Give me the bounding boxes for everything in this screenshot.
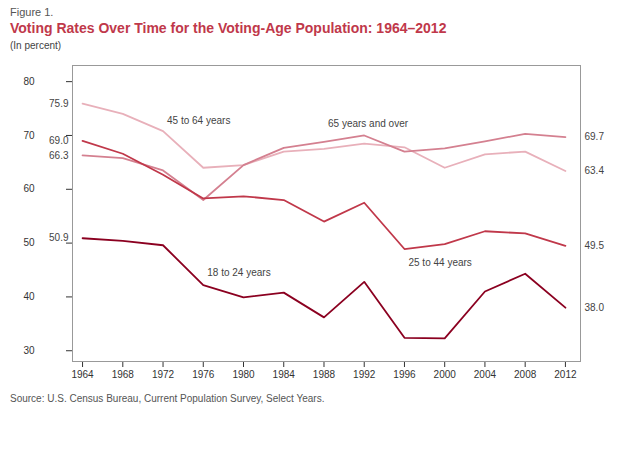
svg-text:1992: 1992 <box>353 369 376 380</box>
html-text:(In percent): (In percent) <box>10 40 62 51</box>
svg-text:2000: 2000 <box>434 369 457 380</box>
svg-text:1980: 1980 <box>232 369 255 380</box>
svg-text:38.0: 38.0 <box>585 302 605 313</box>
svg-text:69.7: 69.7 <box>585 131 605 142</box>
svg-text:25 to 44 years: 25 to 44 years <box>408 257 471 268</box>
svg-text:70: 70 <box>23 130 35 141</box>
svg-text:1968: 1968 <box>112 369 135 380</box>
html-text:Voting Rates Over Time for the: Voting Rates Over Time for the Voting-Ag… <box>10 20 447 36</box>
svg-text:66.3: 66.3 <box>49 150 69 161</box>
svg-text:63.4: 63.4 <box>585 165 605 176</box>
svg-text:2008: 2008 <box>514 369 537 380</box>
svg-text:1964: 1964 <box>71 369 94 380</box>
svg-text:80: 80 <box>23 76 35 87</box>
html-text:Source: U.S. Census Bureau, Cu: Source: U.S. Census Bureau, Current Popu… <box>10 393 325 404</box>
svg-text:60: 60 <box>23 183 35 194</box>
svg-text:1988: 1988 <box>313 369 336 380</box>
html-text:Figure 1.: Figure 1. <box>10 6 54 18</box>
svg-text:1984: 1984 <box>273 369 296 380</box>
svg-text:49.5: 49.5 <box>585 240 605 251</box>
svg-text:1996: 1996 <box>393 369 416 380</box>
svg-text:1976: 1976 <box>192 369 215 380</box>
svg-text:50: 50 <box>23 237 35 248</box>
svg-text:18 to 24 years: 18 to 24 years <box>207 267 270 278</box>
svg-text:2004: 2004 <box>474 369 497 380</box>
svg-text:69.0: 69.0 <box>49 135 69 146</box>
svg-text:45 to 64 years: 45 to 64 years <box>167 115 230 126</box>
svg-text:30: 30 <box>23 345 35 356</box>
svg-text:75.9: 75.9 <box>49 98 69 109</box>
svg-text:2012: 2012 <box>554 369 577 380</box>
svg-text:40: 40 <box>23 291 35 302</box>
svg-text:1972: 1972 <box>152 369 175 380</box>
svg-text:50.9: 50.9 <box>49 232 69 243</box>
svg-text:65 years and over: 65 years and over <box>328 118 409 129</box>
